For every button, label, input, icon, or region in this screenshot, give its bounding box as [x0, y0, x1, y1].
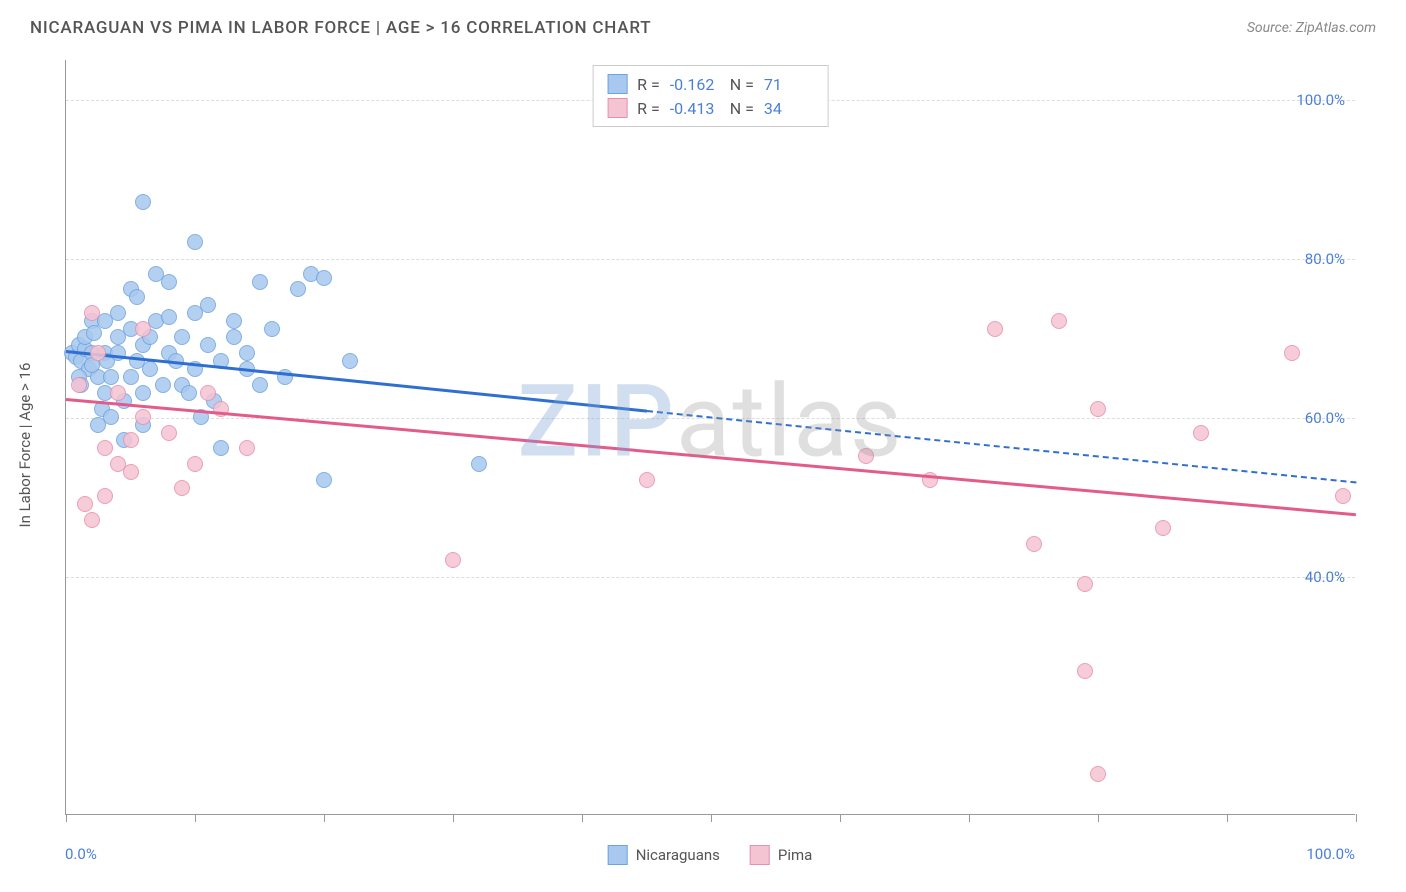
data-point — [226, 329, 242, 345]
source-attribution: Source: ZipAtlas.com — [1247, 20, 1376, 36]
data-point — [187, 234, 203, 250]
y-axis-title: In Labor Force | Age > 16 — [16, 363, 34, 528]
y-tick-label: 100.0% — [1296, 91, 1345, 109]
data-point — [161, 309, 177, 325]
swatch-pima-icon — [750, 845, 770, 865]
data-point — [858, 448, 874, 464]
data-point — [155, 377, 171, 393]
data-point — [1193, 425, 1209, 441]
data-point — [290, 281, 306, 297]
y-tick-label: 40.0% — [1305, 568, 1345, 586]
data-point — [135, 385, 151, 401]
x-tick — [711, 814, 712, 822]
data-point — [1155, 520, 1171, 536]
data-point — [181, 385, 197, 401]
legend-item-nicaraguans: Nicaraguans — [608, 845, 720, 865]
data-point — [1090, 766, 1106, 782]
data-point — [97, 488, 113, 504]
data-point — [110, 385, 126, 401]
data-point — [123, 432, 139, 448]
x-tick — [324, 814, 325, 822]
data-point — [84, 305, 100, 321]
data-point — [471, 456, 487, 472]
correlation-chart: In Labor Force | Age > 16 ZIPatlas R = -… — [50, 55, 1370, 835]
y-tick-label: 80.0% — [1305, 250, 1345, 268]
data-point — [1090, 401, 1106, 417]
x-tick — [1227, 814, 1228, 822]
data-point — [987, 321, 1003, 337]
data-point — [1077, 663, 1093, 679]
gridline — [66, 577, 1355, 578]
data-point — [1284, 345, 1300, 361]
data-point — [135, 194, 151, 210]
y-tick-label: 60.0% — [1305, 409, 1345, 427]
data-point — [174, 329, 190, 345]
data-point — [103, 409, 119, 425]
x-tick — [582, 814, 583, 822]
data-point — [84, 512, 100, 528]
stats-row-pima: R = -0.413 N = 34 — [607, 96, 814, 120]
data-point — [174, 480, 190, 496]
data-point — [200, 297, 216, 313]
data-point — [342, 353, 358, 369]
data-point — [90, 345, 106, 361]
data-point — [135, 409, 151, 425]
data-point — [316, 270, 332, 286]
legend-item-pima: Pima — [750, 845, 812, 865]
gridline — [66, 259, 1355, 260]
x-tick — [195, 814, 196, 822]
chart-title: NICARAGUAN VS PIMA IN LABOR FORCE | AGE … — [30, 18, 651, 38]
x-tick — [969, 814, 970, 822]
data-point — [110, 305, 126, 321]
x-axis-min-label: 0.0% — [65, 845, 97, 863]
data-point — [239, 345, 255, 361]
x-tick — [66, 814, 67, 822]
data-point — [200, 385, 216, 401]
data-point — [252, 377, 268, 393]
data-point — [161, 425, 177, 441]
data-point — [239, 440, 255, 456]
data-point — [97, 440, 113, 456]
x-tick — [840, 814, 841, 822]
data-point — [316, 472, 332, 488]
swatch-nicaraguans-icon — [608, 845, 628, 865]
swatch-pima — [607, 98, 627, 118]
data-point — [200, 337, 216, 353]
data-point — [1026, 536, 1042, 552]
data-point — [110, 345, 126, 361]
x-axis-max-label: 100.0% — [1306, 845, 1355, 863]
x-tick — [1356, 814, 1357, 822]
data-point — [187, 456, 203, 472]
data-point — [252, 274, 268, 290]
data-point — [161, 274, 177, 290]
data-point — [213, 440, 229, 456]
data-point — [1335, 488, 1351, 504]
swatch-nicaraguans — [607, 74, 627, 94]
plot-area: ZIPatlas R = -0.162 N = 71 R = -0.413 N … — [65, 60, 1355, 815]
data-point — [226, 313, 242, 329]
data-point — [71, 377, 87, 393]
trend-line — [66, 398, 1356, 516]
data-point — [103, 369, 119, 385]
data-point — [264, 321, 280, 337]
stats-row-nicaraguans: R = -0.162 N = 71 — [607, 72, 814, 96]
series-legend: Nicaraguans Pima — [608, 845, 813, 865]
stats-legend-box: R = -0.162 N = 71 R = -0.413 N = 34 — [592, 65, 829, 127]
data-point — [123, 464, 139, 480]
data-point — [639, 472, 655, 488]
data-point — [135, 321, 151, 337]
data-point — [445, 552, 461, 568]
data-point — [1051, 313, 1067, 329]
data-point — [77, 496, 93, 512]
x-tick — [1098, 814, 1099, 822]
data-point — [123, 369, 139, 385]
trend-line-extrapolated — [646, 410, 1356, 484]
data-point — [1077, 576, 1093, 592]
data-point — [129, 289, 145, 305]
x-tick — [453, 814, 454, 822]
watermark: ZIPatlas — [518, 363, 904, 480]
chart-header: NICARAGUAN VS PIMA IN LABOR FORCE | AGE … — [0, 0, 1406, 48]
data-point — [142, 361, 158, 377]
